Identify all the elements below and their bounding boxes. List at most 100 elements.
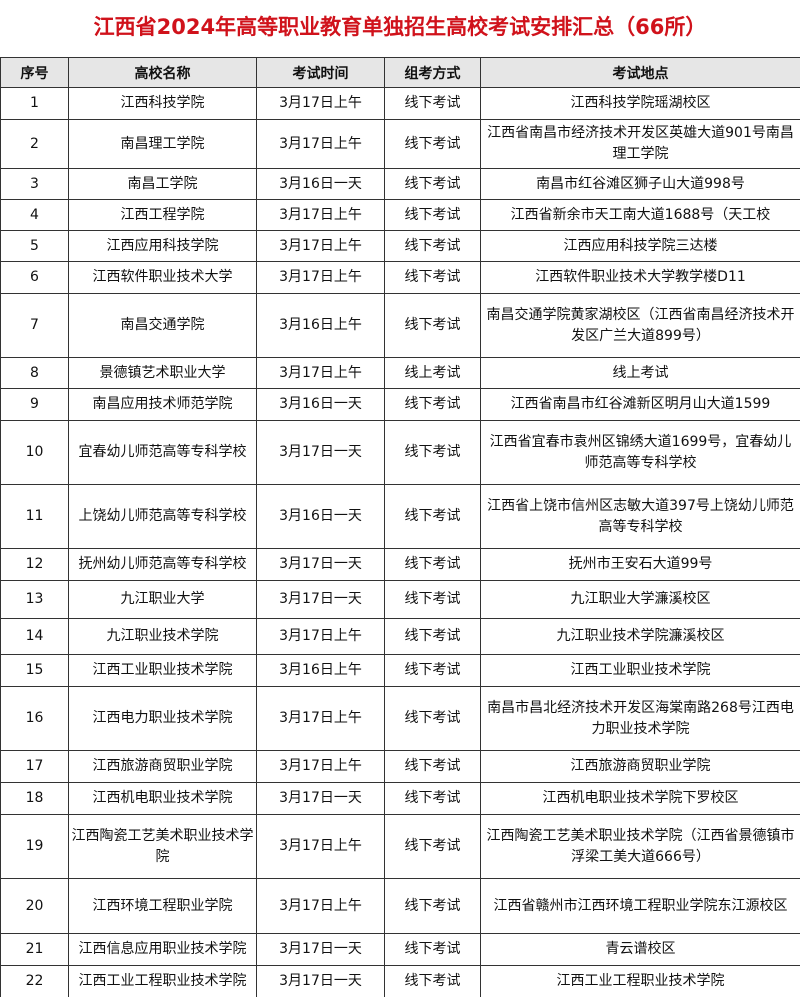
table-row: 9 南昌应用技术师范学院 3月16日一天 线下考试 江西省南昌市红谷滩新区明月山大道15… [0,388,800,421]
table-cell: 江西电力职业技术学院 [68,686,257,751]
table-row: 19 江西陶瓷工艺美术职业技术学院 3月17日上午 线下考试 江西陶瓷工艺美术职业技术学… [0,814,800,879]
cell-text: 3月17日一天 [279,444,362,460]
cell-text: 南昌交通学院黄家湖校区（江西省南昌经济技术开发区广兰大道899号） [486,306,795,344]
table-cell: 南昌市红谷滩区狮子山大道998号 [480,168,800,200]
cell-text: 11 [25,508,44,524]
table-cell: 5 [0,230,69,262]
table-cell: 12 [0,548,69,581]
table-cell: 南昌市昌北经济技术开发区海棠南路268号江西电力职业技术学院 [480,686,800,751]
cell-text: 上饶幼儿师范高等专科学校 [78,508,247,524]
table-cell: 线下考试 [384,484,481,549]
cell-text: 3月16日一天 [279,175,362,192]
table-cell: 3月16日一天 [256,388,385,421]
table-cell: 江西省南昌市红谷滩新区明月山大道1599 [480,388,800,421]
cell-text: 22 [25,973,44,989]
cell-text: 12 [25,556,44,572]
table-cell: 线下考试 [384,87,481,120]
table-cell: 江西工业职业技术学院 [480,654,800,687]
cell-text: 3月17日上午 [279,838,362,854]
cell-text: 3月17日上午 [279,710,362,726]
cell-text: 抚州市王安石大道99号 [568,556,713,572]
cell-text: 3月16日一天 [279,396,362,412]
cell-text: 3月17日上午 [279,628,362,644]
table-cell: 线下考试 [384,965,481,997]
table-row: 8 景德镇艺术职业大学 3月17日上午 线上考试 线上考试 [0,357,800,389]
table-cell: 九江职业技术学院 [68,618,257,655]
table-cell: 线下考试 [384,618,481,655]
cell-text: 江西科技学院 [120,95,205,111]
table-cell: 线下考试 [384,782,481,815]
table-cell: 线下考试 [384,654,481,687]
table-cell: 16 [0,686,69,751]
table-row: 5 江西应用科技学院 3月17日上午 线下考试 江西应用科技学院三达楼 [0,230,800,262]
table-cell: 线下考试 [384,420,481,485]
cell-text: 抚州幼儿师范高等专科学校 [78,556,247,572]
cell-text: 3月17日上午 [279,206,362,223]
cell-text: 江西陶瓷工艺美术职业技术学院（江西省景德镇市浮梁工美大道666号） [486,827,795,865]
table-cell: 3月17日上午 [256,814,385,879]
cell-text: 17 [25,758,44,774]
cell-text: 1 [30,95,39,111]
table-cell: 20 [0,878,69,934]
cell-text: 3月17日上午 [279,758,362,774]
table-cell: 3月16日上午 [256,293,385,358]
cell-text: 江西省宜春市袁州区锦绣大道1699号，宜春幼儿师范高等专科学校 [489,433,792,471]
cell-text: 江西科技学院瑶湖校区 [570,95,711,111]
table-cell: 南昌交通学院 [68,293,257,358]
table-cell: 江西省上饶市信州区志敏大道397号上饶幼儿师范高等专科学校 [480,484,800,549]
cell-text: 江西陶瓷工艺美术职业技术学院 [71,827,254,865]
cell-text: 3月17日上午 [279,135,362,152]
table-cell: 抚州幼儿师范高等专科学校 [68,548,257,581]
cell-text: 9 [30,396,39,412]
table-cell: 8 [0,357,69,389]
cell-text: 线下考试 [404,973,461,989]
table-cell: 江西工业工程职业技术学院 [68,965,257,997]
cell-text: 18 [25,790,44,806]
table-cell: 9 [0,388,69,421]
table-cell: 3月17日一天 [256,420,385,485]
cell-text: 3月16日上午 [279,662,362,678]
table-cell: 3月17日一天 [256,933,385,966]
table-cell: 线下考试 [384,293,481,358]
table-cell: 江西工程学院 [68,199,257,231]
cell-text: 江西工业职业技术学院 [92,662,233,678]
cell-text: 九江职业大学濂溪校区 [570,591,711,607]
header-cell: 序号 [0,57,69,88]
header-cell: 考试地点 [480,57,800,88]
table-row: 2 南昌理工学院 3月17日上午 线下考试 江西省南昌市经济技术开发区英雄大道901号南… [0,119,800,169]
table-cell: 18 [0,782,69,815]
cell-text: 线下考试 [404,758,461,774]
table-cell: 江西工业工程职业技术学院 [480,965,800,997]
cell-text: 3月16日一天 [279,508,362,524]
table-cell: 江西陶瓷工艺美术职业技术学院（江西省景德镇市浮梁工美大道666号） [480,814,800,879]
cell-text: 江西应用科技学院三达楼 [563,237,718,254]
cell-text: 线下考试 [404,556,461,572]
table-cell: 江西旅游商贸职业学院 [68,750,257,783]
table-cell: 2 [0,119,69,169]
table-cell: 19 [0,814,69,879]
table-cell: 21 [0,933,69,966]
table-cell: 11 [0,484,69,549]
table-cell: 江西软件职业技术大学 [68,261,257,294]
table-row: 3 南昌工学院 3月16日一天 线下考试 南昌市红谷滩区狮子山大道998号 [0,168,800,200]
cell-text: 3月16日上午 [279,317,362,333]
table-cell: 14 [0,618,69,655]
cell-text: 江西软件职业技术大学教学楼D11 [535,269,746,285]
cell-text: 南昌应用技术师范学院 [92,396,233,412]
table-cell: 江西信息应用职业技术学院 [68,933,257,966]
cell-text: 4 [30,206,39,223]
table-cell: 1 [0,87,69,120]
table-cell: 3月17日上午 [256,261,385,294]
table-cell: 抚州市王安石大道99号 [480,548,800,581]
table-cell: 17 [0,750,69,783]
cell-text: 7 [30,317,39,333]
table-row: 18 江西机电职业技术学院 3月17日一天 线下考试 江西机电职业技术学院下罗校区 [0,782,800,815]
cell-text: 3月17日一天 [279,941,362,957]
cell-text: 21 [25,941,44,957]
table-cell: 江西环境工程职业学院 [68,878,257,934]
cell-text: 线下考试 [404,838,461,854]
cell-text: 江西省南昌市红谷滩新区明月山大道1599 [510,396,771,412]
cell-text: 15 [25,662,44,678]
table-cell: 3月17日上午 [256,87,385,120]
